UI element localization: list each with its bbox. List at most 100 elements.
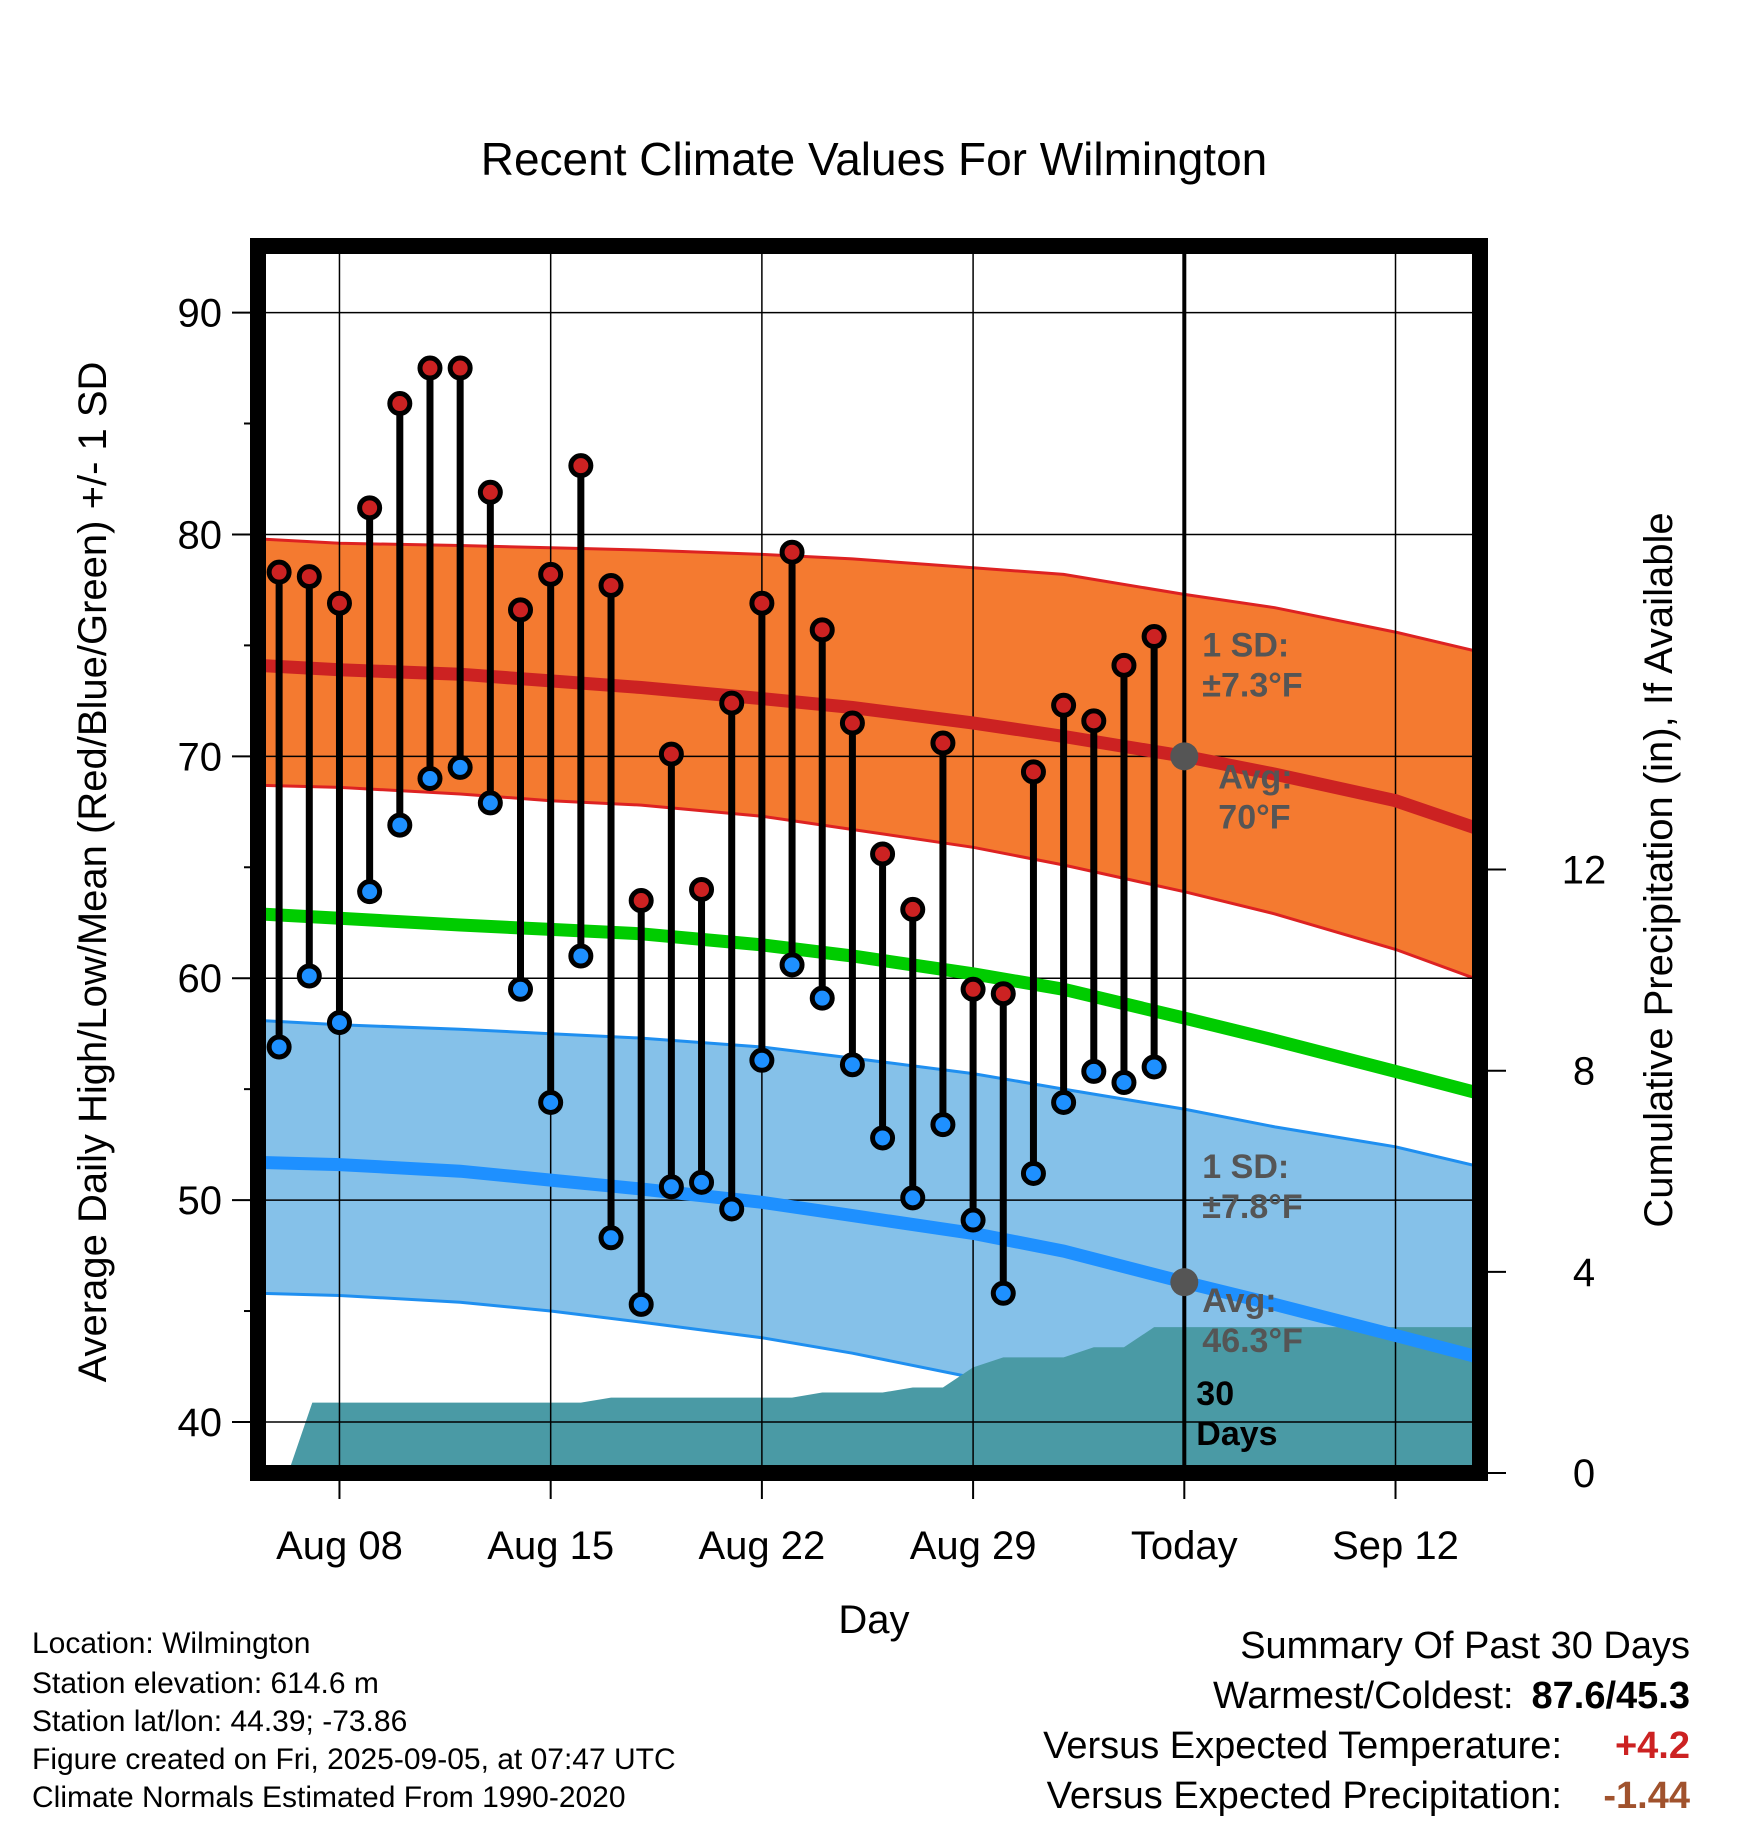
high-temp-point (1081, 708, 1107, 734)
elevation-text: Station elevation: 614.6 m (32, 1667, 379, 1700)
y2-tick-label: 0 (1573, 1452, 1595, 1496)
created-text: Figure created on Fri, 2025-09-05, at 07… (32, 1743, 676, 1776)
low-temp-point (839, 1052, 865, 1078)
high-temp-point (417, 355, 443, 381)
chart-title: Recent Climate Values For Wilmington (481, 133, 1268, 185)
low-temp-point (658, 1174, 684, 1200)
low-temp-point (900, 1185, 926, 1211)
cumulative-precip-area (288, 1327, 1480, 1473)
high-temp-point (1051, 692, 1077, 718)
warm-cold-label: Warmest/Coldest: (1212, 1675, 1514, 1717)
high-temp-point (960, 976, 986, 1002)
low-temp-point (477, 790, 503, 816)
high-temp-point (990, 981, 1016, 1007)
low-avg-marker (1170, 1268, 1199, 1297)
latlon-text: Station lat/lon: 44.39; -73.86 (32, 1705, 408, 1738)
high-temp-point (508, 597, 534, 623)
high-sd-label: 1 SD: (1202, 626, 1289, 664)
high-temp-point (598, 572, 624, 598)
high-temp-point (568, 453, 594, 479)
high-temp-point (628, 888, 654, 914)
low-temp-point (749, 1047, 775, 1073)
low-temp-point (387, 812, 413, 838)
low-temp-point (1141, 1054, 1167, 1080)
high-temp-point (296, 564, 322, 590)
low-temp-point (1051, 1089, 1077, 1115)
summary-warm-cold: Warmest/Coldest: 87.6/45.3 (1213, 1674, 1690, 1718)
temp-value: +4.2 (1614, 1725, 1690, 1767)
x-tick-label: Today (1131, 1524, 1238, 1568)
plot-frame (250, 238, 1488, 1481)
high-temp-point (387, 391, 413, 417)
x-tick-label: Aug 29 (910, 1524, 1037, 1568)
low-temp-point (809, 985, 835, 1011)
high-temp-point (447, 355, 473, 381)
x-tick-label: Sep 12 (1332, 1524, 1459, 1568)
plot-area: 40 50 60 70 80 90 0 4 8 12 Aug 08 Aug 15 Aug 22 Aug 2… (178, 238, 1607, 1568)
low-temp-point (357, 879, 383, 905)
low-temp-point (296, 963, 322, 989)
x-tick-label: Aug 08 (276, 1524, 403, 1568)
low-temp-point (417, 766, 443, 792)
high-temp-point (749, 590, 775, 616)
low-temp-point (870, 1125, 896, 1151)
high-temp-point (900, 896, 926, 922)
low-temp-point (689, 1169, 715, 1195)
plot-clipped-group (258, 246, 1480, 1473)
low-temp-point (719, 1196, 745, 1222)
x-axis-label: Day (838, 1598, 909, 1642)
low-avg-label: Avg: (1202, 1282, 1276, 1320)
y2-axis-label: Cumulative Precipitation (in), If Availa… (1637, 512, 1681, 1227)
low-temp-point (326, 1010, 352, 1036)
low-temp-point (990, 1280, 1016, 1306)
low-temp-point (628, 1291, 654, 1317)
high-temp-point (870, 841, 896, 867)
high-avg-marker (1170, 742, 1199, 771)
low-temp-point (508, 976, 534, 1002)
low-temp-point (960, 1207, 986, 1233)
high-temp-point (1111, 652, 1137, 678)
high-temp-point (357, 495, 383, 521)
precip-value: -1.44 (1603, 1775, 1690, 1817)
high-avg-label: Avg: (1218, 758, 1292, 796)
precip-label: Versus Expected Precipitation: (1046, 1775, 1562, 1817)
low-temp-point (1111, 1069, 1137, 1095)
low-temp-point (447, 754, 473, 780)
y-tick-label: 40 (178, 1401, 223, 1445)
high-avg-value: 70°F (1218, 798, 1290, 836)
y-tick-label: 60 (178, 957, 223, 1001)
high-temp-point (930, 730, 956, 756)
low-temp-point (930, 1112, 956, 1138)
y-tick-label: 50 (178, 1179, 223, 1223)
high-temp-point (809, 617, 835, 643)
summary-title: Summary Of Past 30 Days (1240, 1625, 1690, 1667)
high-temp-point (719, 690, 745, 716)
high-temp-point (689, 876, 715, 902)
y-tick-label: 80 (178, 513, 223, 557)
low-temp-point (568, 943, 594, 969)
high-temp-point (839, 710, 865, 736)
high-temp-point (538, 561, 564, 587)
location-text: Location: Wilmington (32, 1627, 311, 1660)
low-temp-point (1020, 1160, 1046, 1186)
low-temp-point (266, 1034, 292, 1060)
high-temp-point (266, 559, 292, 585)
y2-tick-label: 12 (1562, 849, 1607, 893)
y2-tick-label: 4 (1573, 1251, 1595, 1295)
low-temp-point (538, 1089, 564, 1115)
high-sd-band (258, 538, 1480, 981)
period-days-label: Days (1196, 1415, 1277, 1453)
low-sd-label: 1 SD: (1202, 1148, 1289, 1186)
high-temp-point (326, 590, 352, 616)
high-sd-value: ±7.3°F (1202, 666, 1302, 704)
x-tick-label: Aug 15 (487, 1524, 614, 1568)
high-temp-point (1141, 624, 1167, 650)
x-tick-label: Aug 22 (698, 1524, 825, 1568)
low-sd-value: ±7.8°F (1202, 1188, 1302, 1226)
y-axis-label: Average Daily High/Low/Mean (Red/Blue/Gr… (71, 362, 115, 1383)
y-tick-label: 70 (178, 735, 223, 779)
y2-tick-label: 8 (1573, 1050, 1595, 1094)
low-temp-point (1081, 1058, 1107, 1084)
low-temp-point (598, 1225, 624, 1251)
